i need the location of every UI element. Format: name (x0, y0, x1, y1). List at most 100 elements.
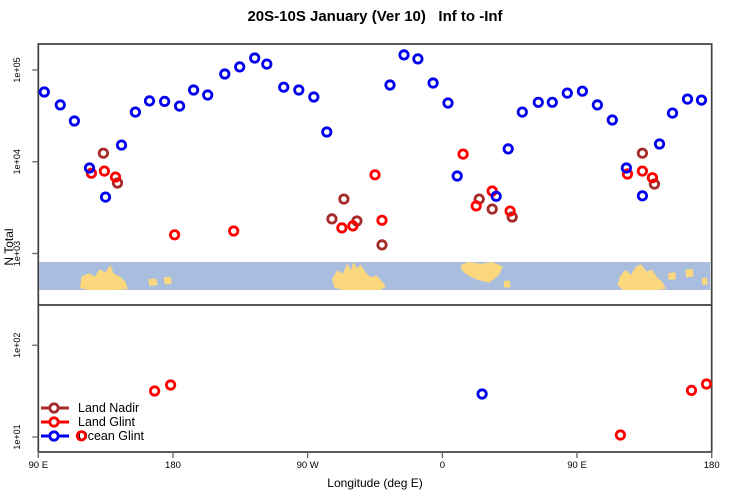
data-point-land-glint (369, 169, 381, 181)
x-tick-label: 0 (440, 460, 445, 471)
data-point-land-glint (614, 429, 627, 441)
data-point-land-nadir (338, 193, 350, 205)
x-tick-label: 90 E (29, 460, 49, 471)
legend-item-land-nadir: Land Nadir (40, 401, 144, 415)
x-tick-label: 90 E (567, 460, 587, 471)
map-land-australia (80, 264, 128, 290)
data-point-land-glint (149, 385, 161, 397)
legend: Land Nadir Land Glint Ocean Glint (40, 401, 144, 443)
data-point-land-glint (165, 379, 177, 391)
legend-label: Land Glint (78, 415, 135, 429)
data-point-land-nadir (326, 213, 338, 225)
data-point-ocean-glint (606, 114, 618, 126)
y-tick-label: 1e+05 (12, 57, 22, 82)
data-point-ocean-glint (249, 52, 261, 64)
data-point-land-glint (457, 148, 469, 160)
y-tick-label: 1e+04 (12, 149, 22, 174)
data-point-land-glint (85, 167, 98, 179)
data-point-ocean-glint (398, 49, 410, 61)
data-point-land-nadir (376, 239, 388, 251)
data-point-ocean-glint (576, 85, 589, 97)
data-point-ocean-glint (476, 388, 488, 400)
legend-label: Land Nadir (78, 401, 140, 415)
data-point-ocean-glint (451, 170, 463, 182)
map-strip-ocean (39, 262, 711, 290)
data-point-ocean-glint (427, 77, 439, 89)
data-point-ocean-glint (681, 93, 694, 105)
legend-label: Ocean Glint (78, 429, 145, 443)
data-point-ocean-glint (143, 95, 156, 107)
data-point-ocean-glint (666, 107, 679, 119)
data-point-land-glint (486, 185, 498, 197)
x-tick-label: 180 (165, 460, 181, 471)
y-tick-label: 1e+01 (12, 424, 22, 449)
data-point-land-nadir (473, 193, 485, 205)
data-point-land-nadir (97, 147, 110, 159)
data-point-land-glint (685, 384, 698, 396)
legend-item-ocean-glint: Ocean Glint (40, 429, 144, 443)
data-point-land-glint (504, 205, 516, 217)
data-point-land-nadir (351, 215, 363, 227)
data-point-land-glint (347, 220, 359, 232)
plot-border (37, 43, 713, 453)
map-land-island (148, 278, 158, 287)
data-point-ocean-glint (321, 126, 333, 138)
data-point-land-glint (470, 200, 482, 212)
data-point-land-nadir (648, 178, 661, 190)
data-point-ocean-glint (68, 115, 81, 127)
map-land-island (163, 276, 172, 285)
x-tick-label: 90 W (297, 460, 319, 471)
data-point-ocean-glint (591, 99, 604, 111)
data-point-land-glint (646, 172, 659, 184)
data-point-ocean-glint (546, 96, 558, 108)
data-point-ocean-glint (174, 100, 186, 112)
data-point-ocean-glint (99, 191, 112, 203)
data-point-ocean-glint (188, 84, 200, 96)
data-point-ocean-glint (442, 97, 454, 109)
data-point-land-glint (621, 168, 634, 180)
data-point-ocean-glint (561, 87, 573, 99)
data-point-land-glint (169, 229, 181, 241)
data-point-ocean-glint (653, 138, 666, 150)
legend-item-land-glint: Land Glint (40, 415, 144, 429)
data-point-ocean-glint (293, 84, 305, 96)
data-point-ocean-glint (38, 86, 50, 98)
data-point-ocean-glint (490, 190, 502, 202)
map-land-island (503, 280, 511, 288)
data-point-ocean-glint (219, 68, 231, 80)
data-point-ocean-glint (636, 190, 649, 202)
data-point-ocean-glint (234, 61, 246, 73)
data-point-ocean-glint (516, 106, 528, 118)
data-point-ocean-glint (308, 91, 320, 103)
data-point-ocean-glint (202, 89, 214, 101)
data-point-land-nadir (636, 147, 649, 159)
x-tick-label: 180 (704, 460, 720, 471)
data-point-ocean-glint (384, 79, 396, 91)
data-point-ocean-glint (695, 94, 708, 106)
map-land-island (685, 268, 694, 278)
data-point-land-glint (700, 378, 713, 390)
data-point-ocean-glint (115, 139, 128, 151)
data-point-land-nadir (111, 177, 124, 189)
land-glint-marker-icon (41, 416, 69, 428)
data-point-land-glint (109, 171, 122, 183)
data-point-ocean-glint (54, 99, 66, 111)
data-point-ocean-glint (261, 58, 273, 70)
data-point-land-glint (98, 165, 111, 177)
map-land-africa (460, 262, 503, 283)
data-point-land-nadir (486, 203, 498, 215)
ocean-glint-marker-icon (41, 430, 69, 442)
data-point-ocean-glint (412, 53, 424, 65)
data-point-ocean-glint (502, 143, 514, 155)
chart-title: 20S-10S January (Ver 10) Inf to -Inf (247, 8, 503, 25)
data-point-land-nadir (506, 211, 518, 223)
data-point-ocean-glint (278, 81, 290, 93)
data-point-ocean-glint (620, 162, 633, 174)
data-point-land-glint (636, 165, 649, 177)
map-land-australia2 (617, 264, 666, 290)
map-land-island (701, 277, 708, 285)
y-axis-title: N Total (2, 228, 16, 266)
data-point-ocean-glint (532, 96, 544, 108)
data-point-ocean-glint (159, 95, 171, 108)
data-point-land-glint (228, 225, 240, 237)
